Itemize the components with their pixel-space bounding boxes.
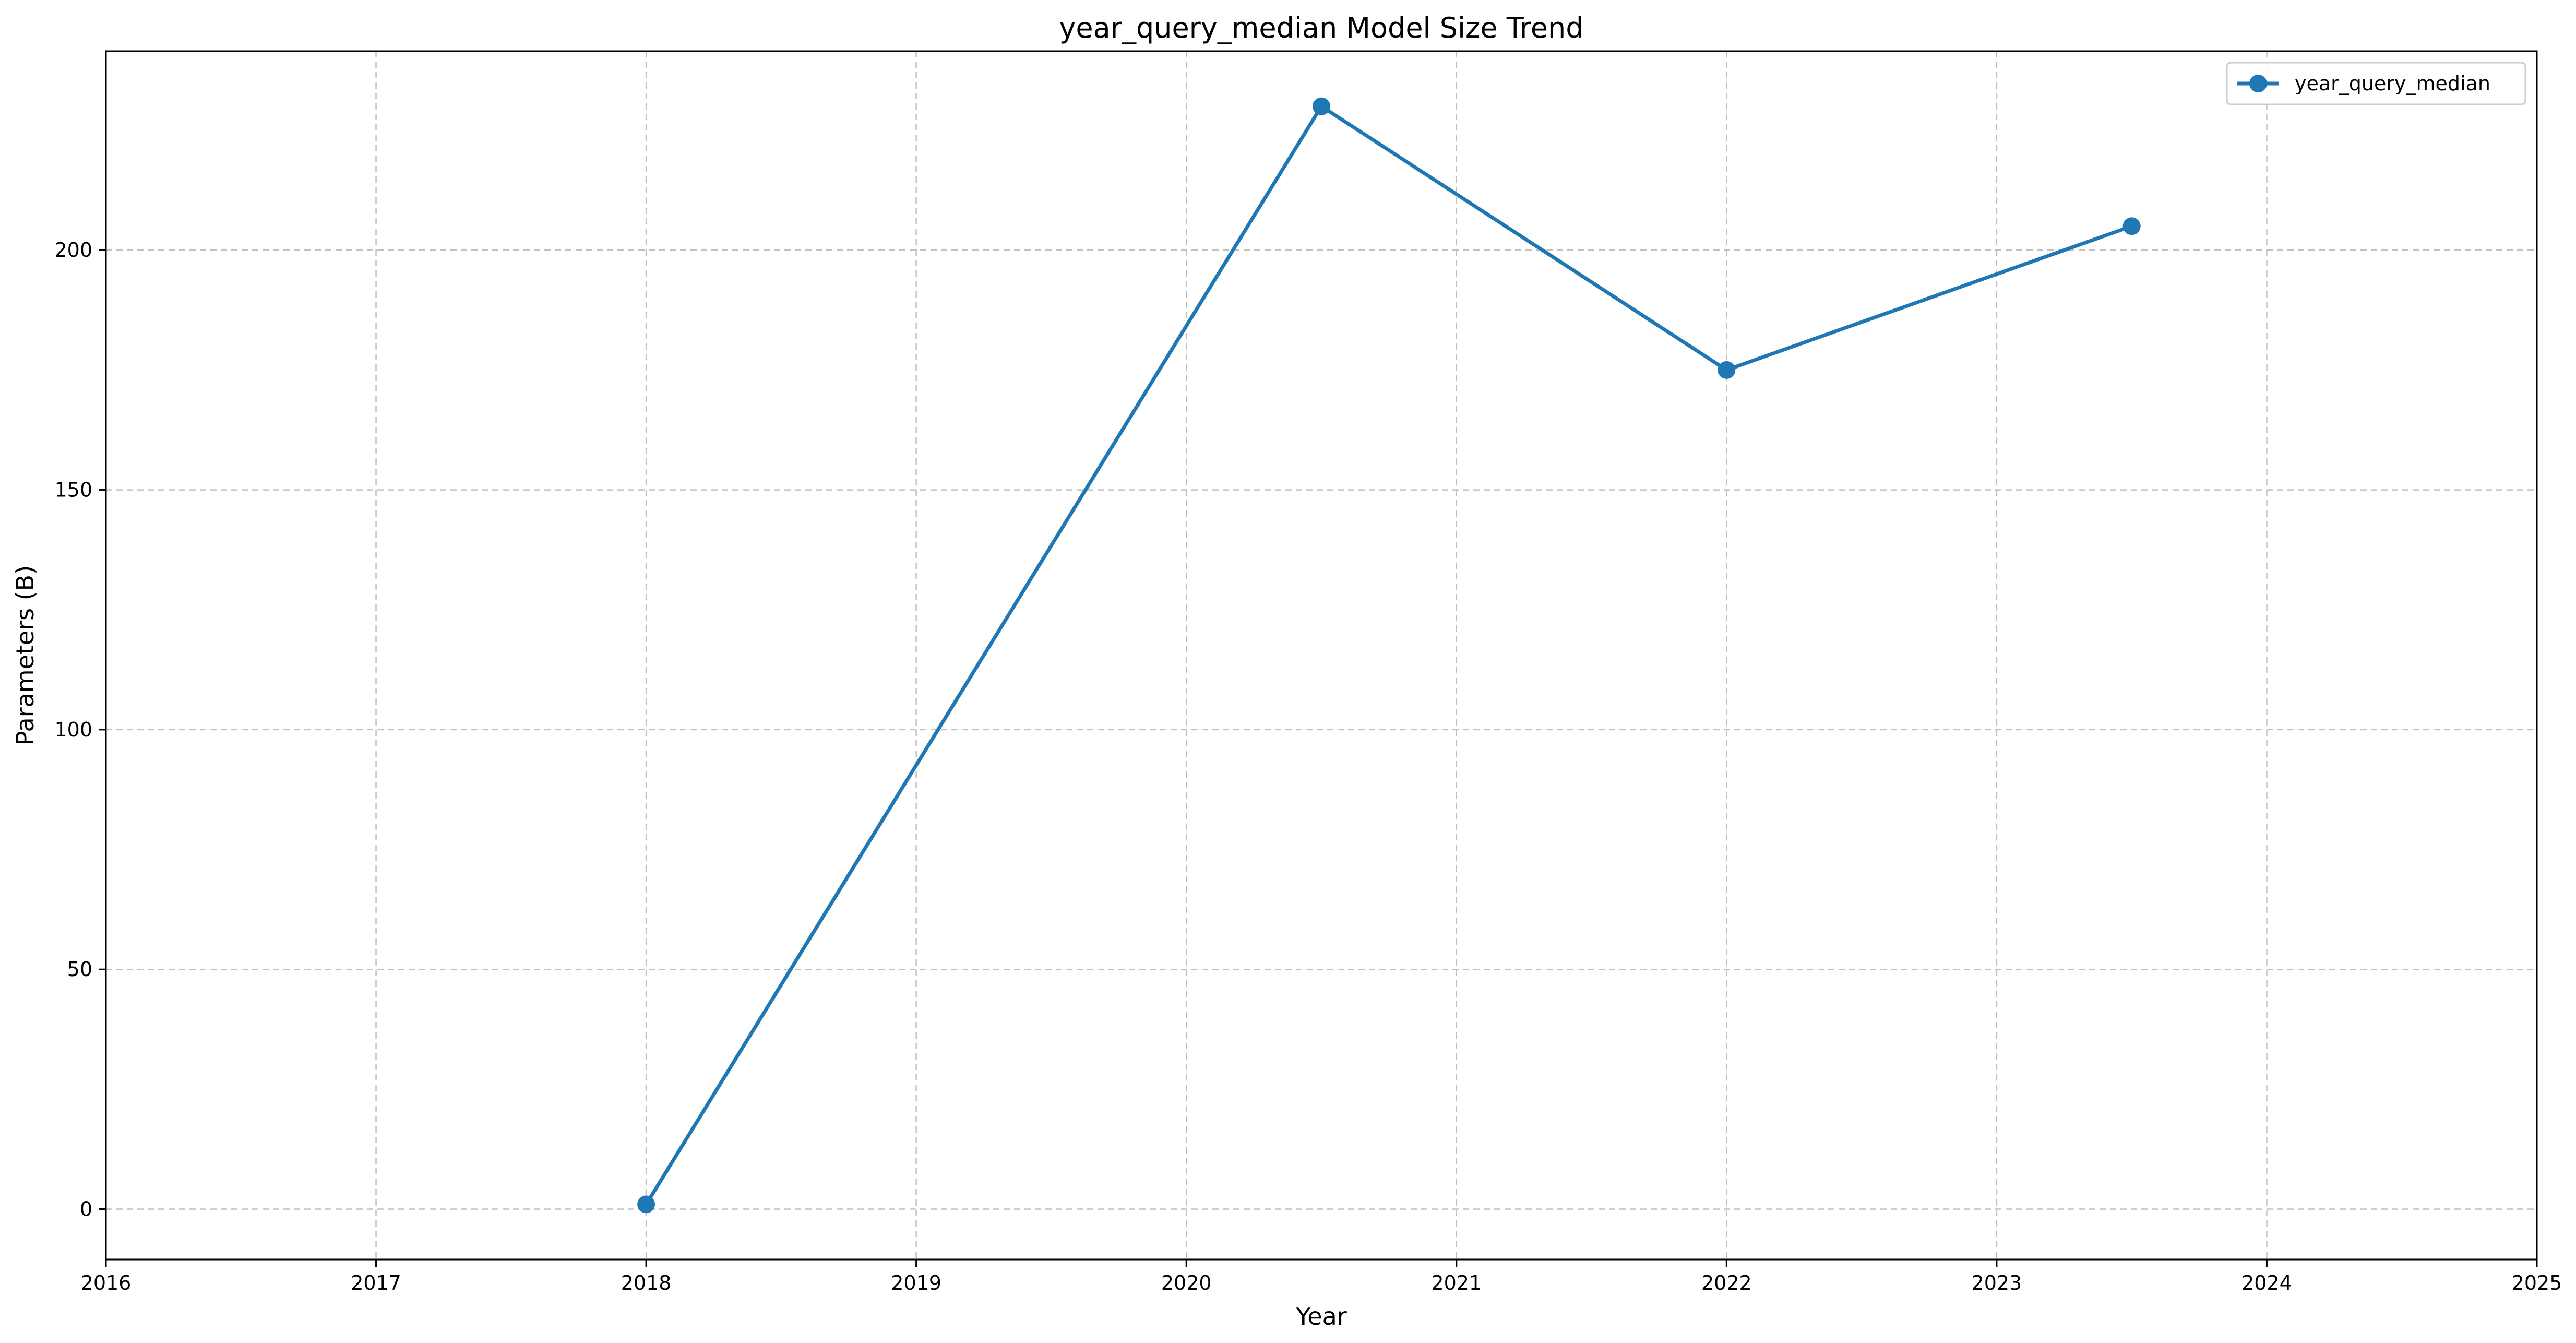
- y-tick-label: 50: [67, 958, 92, 981]
- x-tick-label: 2024: [2241, 1271, 2292, 1294]
- grid-layer: [105, 51, 2538, 1259]
- plot-area-frame: [105, 50, 2538, 1261]
- series-line-0: [644, 104, 2134, 1206]
- legend: year_query_median: [2226, 62, 2526, 105]
- data-point: [1718, 361, 1736, 379]
- x-tick-label: 2019: [891, 1271, 941, 1294]
- data-point: [637, 1195, 655, 1214]
- x-tick-label: 2025: [2512, 1271, 2562, 1294]
- data-point: [2122, 217, 2141, 235]
- x-axis-label: Year: [1295, 1302, 1346, 1330]
- y-tick-label: 150: [54, 479, 92, 502]
- y-tick-label: 100: [54, 718, 92, 741]
- y-tick-label: 0: [80, 1198, 92, 1221]
- x-tick-label: 2021: [1431, 1271, 1482, 1294]
- legend-label: year_query_median: [2295, 72, 2490, 95]
- x-tick-label: 2023: [1972, 1271, 2022, 1294]
- x-tick-label: 2016: [81, 1271, 132, 1294]
- legend-box: [2226, 62, 2526, 105]
- x-tick-label: 2018: [621, 1271, 672, 1294]
- x-axis: 2016 2017 2018 2019 2020 2021 2022 2023 2024 2025: [81, 1259, 2562, 1294]
- legend-marker-swatch: [2249, 75, 2267, 92]
- y-axis-label: Parameters (B): [11, 565, 39, 745]
- x-tick-label: 2020: [1161, 1271, 1212, 1294]
- chart-title: year_query_median Model Size Trend: [1059, 11, 1583, 44]
- series-layer: [637, 97, 2141, 1214]
- x-tick-label: 2017: [351, 1271, 401, 1294]
- x-tick-label: 2022: [1701, 1271, 1752, 1294]
- y-axis: 0 50 100 150 200: [54, 239, 106, 1221]
- data-point: [1313, 97, 1330, 115]
- y-tick-label: 200: [54, 239, 92, 262]
